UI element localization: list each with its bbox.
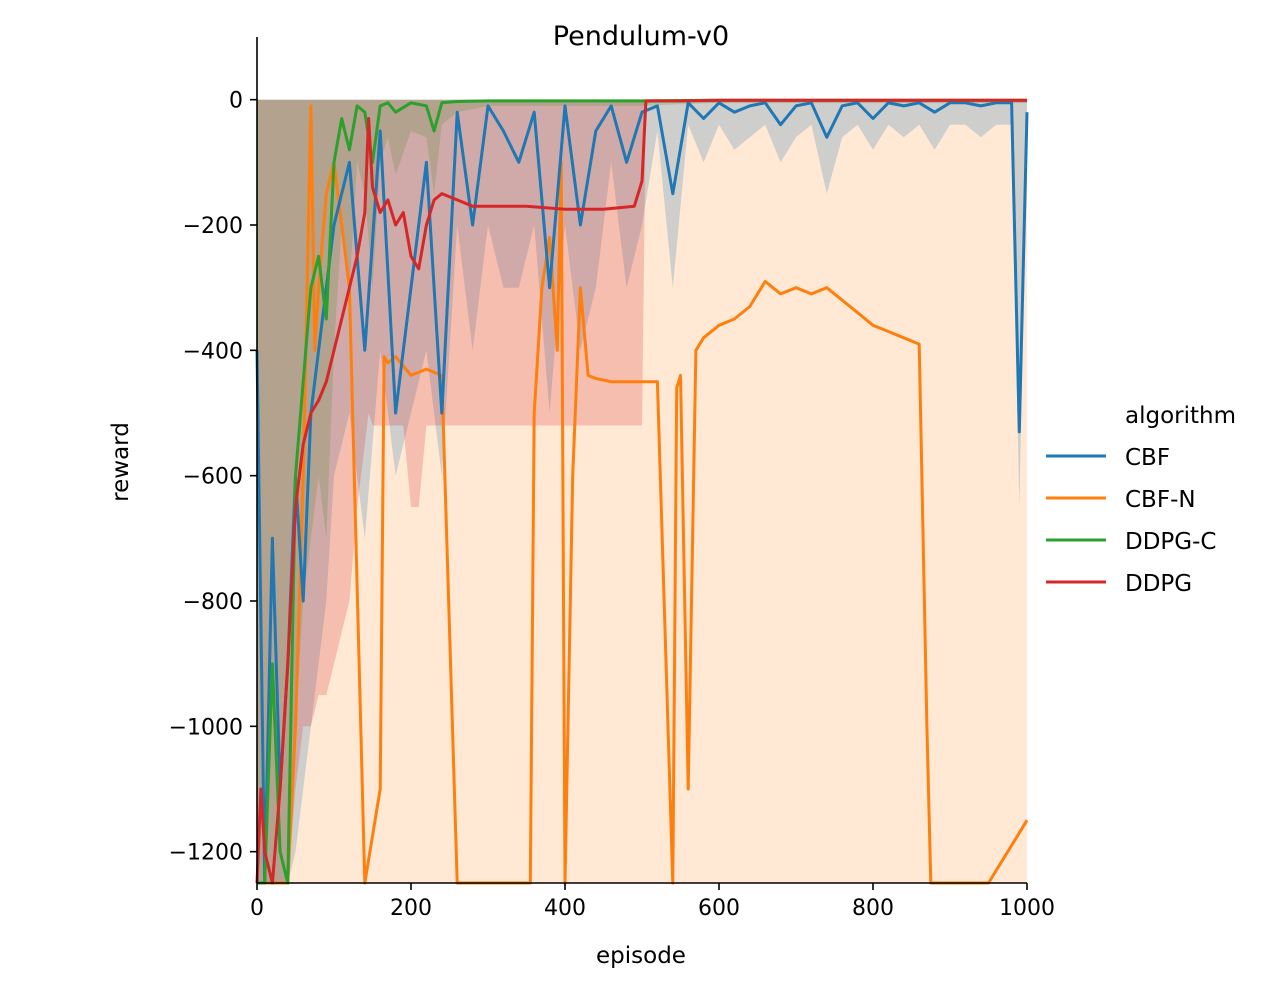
line-ddpg (255, 98, 1027, 885)
x-tick-label: 400 (544, 896, 586, 921)
y-ticks: 0 −200 −400 −600 −800 −1000 −1200 (169, 89, 257, 866)
x-tick-label: 600 (698, 896, 740, 921)
y-axis-title: reward (108, 422, 134, 502)
y-tick-label: −800 (183, 590, 243, 615)
axes (256, 37, 1027, 884)
legend: algorithm CBF CBF-N DDPG-C DDPG (1046, 403, 1236, 597)
x-tick-label: 800 (852, 896, 894, 921)
chart-title: Pendulum-v0 (553, 21, 729, 52)
y-tick-label: −1200 (169, 841, 243, 866)
legend-label-ddpg-c: DDPG-C (1125, 529, 1216, 555)
line-ddpg-c (257, 98, 1027, 885)
x-ticks: 0 200 400 600 800 1000 (250, 883, 1055, 921)
y-tick-label: −600 (183, 465, 243, 490)
x-axis-title: episode (596, 943, 686, 969)
y-tick-label: 0 (229, 89, 243, 114)
x-tick-label: 1000 (999, 896, 1055, 921)
legend-label-cbf-n: CBF-N (1125, 487, 1196, 513)
band-cbf (257, 99, 1027, 883)
legend-label-ddpg: DDPG (1125, 571, 1192, 597)
legend-label-cbf: CBF (1125, 445, 1170, 471)
y-tick-label: −1000 (169, 715, 243, 740)
legend-title: algorithm (1125, 403, 1236, 429)
y-tick-label: −200 (183, 214, 243, 239)
y-tick-label: −400 (183, 339, 243, 364)
x-tick-label: 0 (250, 896, 264, 921)
confidence-bands (257, 99, 1027, 883)
x-tick-label: 200 (390, 896, 432, 921)
series-lines (255, 98, 1029, 885)
band-ddpg (257, 99, 1027, 883)
